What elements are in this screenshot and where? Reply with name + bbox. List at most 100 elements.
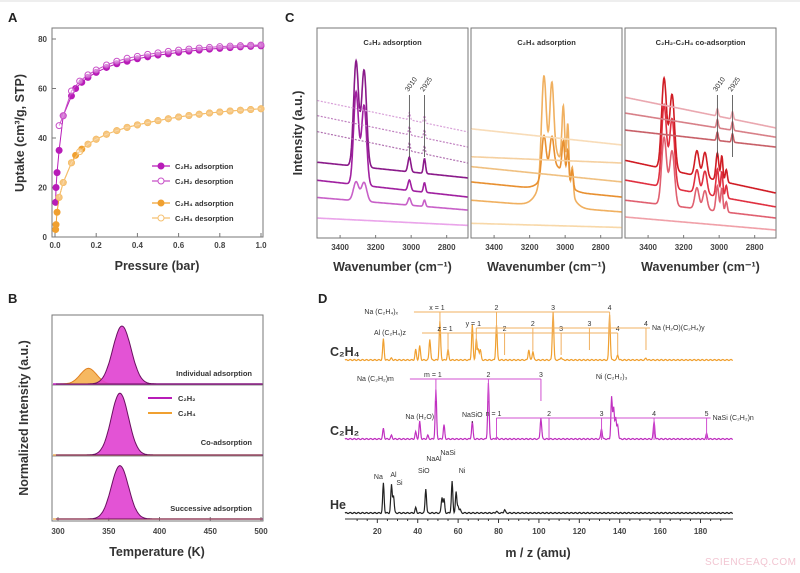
x-tick-label: 3400: [639, 243, 657, 252]
data-point: [53, 208, 61, 216]
x-tick-label: 2800: [438, 243, 456, 252]
progression-index: x = 1: [429, 305, 444, 312]
legend-label: C₂H₂ desorption: [175, 177, 234, 186]
subpanel-label: Successive adsorption: [170, 504, 252, 513]
progression-index: 2: [486, 372, 490, 379]
data-point: [164, 47, 172, 55]
y-tick-label: 0: [43, 233, 48, 242]
x-tick-label: 350: [102, 527, 116, 536]
data-point: [52, 221, 60, 229]
data-point: [133, 55, 141, 63]
peak-annotation: NaAl: [426, 456, 442, 463]
data-point: [226, 42, 234, 50]
progression-index: 2: [547, 411, 551, 418]
peak-annotation: Na (H₂O): [405, 414, 434, 421]
x-tick-label: 160: [653, 527, 667, 536]
y-tick-label: 60: [38, 85, 47, 94]
ir-spectrum-trace: [625, 129, 776, 148]
peak-annotation: Si: [396, 480, 403, 487]
ir-spectrum-trace: [625, 96, 776, 129]
data-point: [206, 109, 213, 117]
data-point: [55, 146, 63, 154]
data-point: [226, 107, 234, 115]
x-tick-label: 0.8: [214, 241, 226, 250]
legend-marker: [157, 214, 165, 222]
progression-index: 3: [551, 305, 555, 312]
legend-label: C₂H₂: [178, 394, 196, 403]
data-point: [103, 130, 110, 138]
progression-index: 4: [652, 411, 656, 418]
x-tick-label: 40: [413, 527, 422, 536]
peak-annotation: Na: [374, 474, 383, 481]
series-label: C₂H₂: [330, 424, 359, 438]
ir-spectrum-trace: [625, 216, 776, 231]
data-point: [55, 122, 63, 130]
subpanel-xlabel: Wavenumber (cm⁻¹): [487, 260, 606, 274]
legend-marker: [157, 177, 165, 185]
ir-spectrum-trace: [317, 217, 468, 227]
ir-spectrum-trace: [317, 99, 468, 133]
series-line: [58, 108, 262, 198]
peak-annotation: NaSi: [440, 450, 456, 457]
x-tick-label: 3400: [331, 243, 349, 252]
x-tick-label: 60: [454, 527, 463, 536]
data-point: [185, 111, 193, 119]
subpanel-label: Co-adsorption: [201, 438, 253, 447]
legend-marker: [157, 199, 165, 207]
data-point: [59, 179, 67, 187]
progression-label: Na (C₂H₄)ₓ: [364, 309, 398, 316]
x-tick-label: 2800: [592, 243, 610, 252]
x-tick-label: 500: [254, 527, 268, 536]
data-point: [133, 121, 141, 129]
mass-spectrum-trace: [344, 382, 734, 441]
data-point: [195, 44, 203, 52]
tpd-peak: [55, 325, 264, 385]
x-tick-label: 3200: [521, 243, 539, 252]
panel-b-tpd: Temperature (K) Normalized Intensity (a.…: [17, 314, 268, 559]
panel-label-b: B: [8, 291, 17, 306]
progression-index: 2: [503, 326, 507, 333]
panel-b-xlabel: Temperature (K): [109, 545, 205, 559]
progression-index: 5: [705, 411, 709, 418]
data-point: [236, 42, 244, 50]
panel-d-mass-spectra: m / z (amu) 20 40 60 80 100 120 140 160 180 C₂H₄ C…: [330, 305, 754, 560]
progression-index: z = 1: [437, 326, 452, 333]
legend-label: C₂H₄ adsorption: [175, 199, 234, 208]
x-tick-label: 450: [204, 527, 218, 536]
data-point: [175, 46, 183, 54]
data-point: [144, 119, 152, 127]
data-point: [92, 66, 100, 74]
data-point: [257, 105, 265, 113]
panel-b-frame: [51, 314, 264, 522]
subpanel-xlabel: Wavenumber (cm⁻¹): [333, 260, 452, 274]
data-point: [113, 57, 121, 65]
legend-marker: [157, 162, 165, 170]
data-point: [59, 112, 67, 120]
progression-index: m = 1: [424, 372, 442, 379]
data-point: [164, 50, 172, 58]
progression-index: 3: [600, 411, 604, 418]
progression-index: n = 1: [486, 411, 502, 418]
x-tick-label: 3000: [710, 243, 728, 252]
peak-annotation: Ni (C₂H₂)₃: [596, 374, 628, 381]
data-point: [103, 61, 110, 69]
x-tick-label: 300: [51, 527, 65, 536]
panel-c-ir-spectra: Intensity (a.u.) C₂H₂ adsorption 3400 3200…: [291, 27, 777, 274]
data-point: [257, 41, 265, 49]
data-point: [52, 184, 60, 191]
data-point: [185, 45, 193, 53]
progression-label: Na (C₂H₂)m: [357, 376, 394, 383]
ir-spectrum-trace: [625, 135, 776, 219]
panel-label-d: D: [318, 291, 327, 306]
x-tick-label: 0.6: [173, 241, 185, 250]
subpanel-title: C₂H₄ adsorption: [517, 38, 576, 47]
panel-a-xlabel: Pressure (bar): [115, 259, 200, 273]
data-point: [113, 127, 121, 135]
data-point: [206, 43, 213, 51]
ir-spectrum-trace: [625, 102, 776, 208]
progression-label: Al (C₂H₄)z: [374, 330, 407, 337]
progression-index: 4: [644, 321, 648, 328]
ir-spectrum-trace: [471, 155, 622, 164]
x-tick-label: 3000: [556, 243, 574, 252]
data-point: [175, 113, 183, 121]
